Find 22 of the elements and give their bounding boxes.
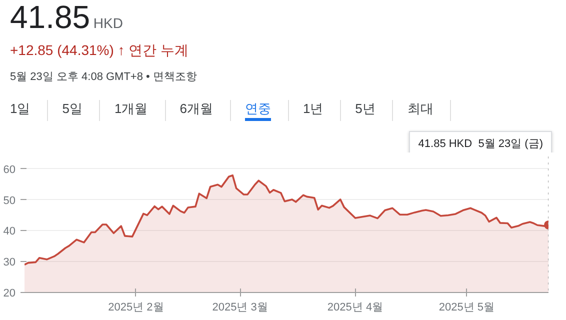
text: 1일: [10, 100, 48, 122]
y-tick-label: 60: [3, 164, 16, 176]
text: HKD: [93, 15, 123, 31]
x-tick-label: 2025년 2월: [108, 302, 164, 314]
text: 1년: [302, 100, 342, 122]
x-tick-label: 2025년 4월: [327, 302, 384, 314]
y-tick-label: 30: [3, 256, 16, 269]
text: 5월 23일 오후 4:08 GMT+8 • 면책조항: [10, 70, 198, 85]
text: +12.85 (44.31%) ↑ 연간 누계: [10, 41, 190, 60]
x-tick-label: 2025년 5월: [438, 302, 495, 314]
y-tick-label: 50: [3, 194, 16, 207]
text: 41.85 HKD 5월 23일 (금): [409, 131, 552, 159]
text: 5일: [62, 100, 100, 122]
chart-title: 41.85: [10, 0, 90, 35]
text: 최대: [407, 100, 452, 122]
text: 6개월: [180, 100, 231, 122]
x-tick-label: 2025년 3월: [212, 302, 268, 314]
text: 연중: [244, 100, 271, 121]
y-tick-label: 20: [3, 288, 16, 300]
text: 5년: [355, 100, 394, 122]
text: 1개월: [114, 100, 166, 122]
y-tick-label: 40: [3, 226, 16, 238]
